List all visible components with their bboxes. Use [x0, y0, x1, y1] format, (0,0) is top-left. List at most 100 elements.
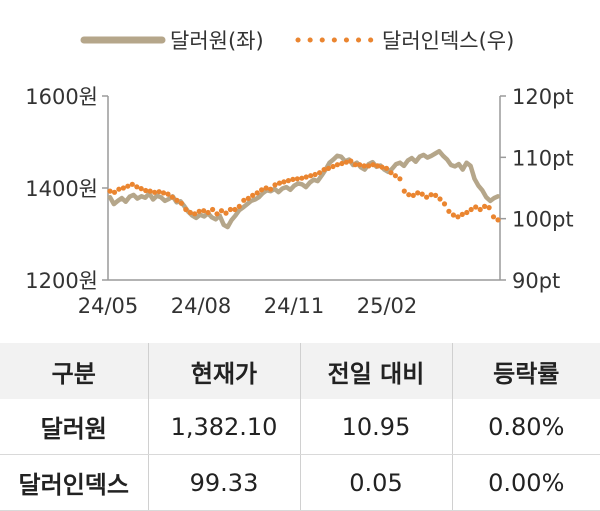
dxy-point	[419, 191, 425, 197]
dxy-point	[196, 208, 202, 214]
right-axis-tick-label: 90pt	[512, 269, 560, 293]
dxy-point	[268, 186, 274, 192]
dxy-point	[330, 163, 336, 170]
dxy-point	[392, 173, 398, 179]
dxy-point	[321, 167, 327, 173]
x-axis-tick-label: 24/05	[78, 294, 139, 318]
dxy-point	[218, 208, 225, 214]
legend: 달러원(좌) 달러인덱스(우)	[80, 29, 514, 53]
dxy-point	[259, 187, 265, 193]
dxy-point	[125, 183, 131, 189]
right-axis-tick-label: 110pt	[512, 146, 574, 170]
dxy-point	[169, 194, 175, 200]
dxy-point	[446, 208, 452, 214]
dxy-point	[183, 206, 189, 213]
dxy-point	[138, 186, 144, 192]
header-category: 구분	[0, 343, 148, 399]
dxy-point	[174, 197, 180, 203]
dxy-point	[299, 175, 305, 181]
dxy-point	[152, 189, 158, 195]
left-axis-tick-label: 1600원	[25, 85, 98, 109]
dxy-point	[441, 201, 448, 207]
dxy-point	[236, 203, 242, 209]
dxy-point	[433, 192, 439, 198]
dxy-point	[370, 162, 376, 168]
dxy-point	[227, 206, 233, 213]
dxy-point	[254, 190, 260, 196]
dxy-point	[468, 206, 474, 213]
dxy-point	[388, 170, 394, 176]
cell-current-price: 99.33	[147, 454, 300, 511]
dxy-point	[339, 160, 345, 167]
left-axis-tick-label: 1200원	[25, 269, 98, 293]
dxy-point	[366, 163, 372, 169]
cell-change-rate: 0.00%	[451, 454, 600, 511]
dxy-point	[263, 185, 269, 191]
dxy-point	[383, 165, 390, 171]
dxy-point	[272, 182, 278, 188]
header-prev-day-change: 전일 대비	[299, 343, 452, 399]
dxy-point	[201, 208, 207, 214]
right-axis-tick-label: 120pt	[512, 85, 574, 109]
dxy-point	[361, 163, 367, 169]
dxy-point	[317, 170, 323, 176]
legend-label-usdkrw: 달러원(좌)	[170, 29, 264, 53]
x-axis-tick-label: 24/11	[264, 294, 325, 318]
dxy-point	[205, 209, 211, 216]
dxy-point	[473, 204, 479, 210]
series-usdkrw-line	[107, 148, 501, 230]
dxy-point	[477, 206, 483, 213]
cell-prev-day-change: 10.95	[299, 399, 452, 455]
series-dxy	[107, 158, 501, 223]
dxy-point	[116, 186, 122, 192]
dxy-point	[455, 214, 461, 220]
dxy-point	[490, 214, 497, 220]
dxy-point	[450, 212, 456, 218]
dxy-point	[352, 162, 358, 168]
dxy-point	[379, 164, 385, 170]
dxy-point	[415, 190, 421, 196]
header-current-price: 현재가	[147, 343, 300, 399]
dxy-point	[276, 180, 283, 186]
dxy-point	[107, 188, 113, 194]
exchange-rate-chart: 달러원(좌) 달러인덱스(우) 1600원 1400원 1200원 120pt 110p…	[25, 29, 574, 318]
dxy-point	[495, 217, 501, 223]
dxy-point	[187, 209, 193, 216]
dxy-point	[245, 195, 251, 201]
dxy-point	[214, 211, 220, 217]
dxy-point	[459, 211, 465, 217]
dxy-point	[424, 194, 430, 200]
dxy-point	[156, 189, 162, 195]
dxy-point	[210, 206, 216, 213]
dxy-point	[482, 203, 488, 209]
dxy-point	[120, 185, 126, 191]
dxy-point	[308, 173, 314, 179]
dxy-point	[285, 178, 291, 184]
fx-summary-table: 구분 현재가 전일 대비 등락률 달러원 1,382.10 10.95 0.80…	[0, 343, 600, 511]
header-change-rate: 등락률	[451, 343, 600, 399]
dxy-point	[250, 192, 256, 198]
dxy-point	[111, 189, 118, 195]
dxy-point	[397, 176, 403, 182]
cell-current-price: 1,382.10	[147, 399, 300, 455]
cell-prev-day-change: 0.05	[299, 454, 452, 511]
table-header-row: 구분 현재가 전일 대비 등락률	[0, 343, 600, 399]
dxy-point	[437, 196, 443, 202]
dxy-point	[410, 192, 416, 198]
dxy-point	[343, 159, 349, 165]
dxy-point	[129, 181, 135, 187]
dxy-point	[281, 179, 287, 185]
dxy-point	[294, 176, 300, 182]
right-axis-tick-label: 100pt	[512, 208, 574, 232]
table-row: 달러인덱스 99.33 0.05 0.00%	[0, 454, 600, 511]
cell-change-rate: 0.80%	[451, 399, 600, 455]
dxy-point	[160, 190, 167, 196]
dxy-point	[401, 188, 407, 194]
dxy-point	[147, 188, 153, 194]
dxy-point	[312, 171, 318, 178]
x-axis-tick-label: 25/02	[357, 294, 418, 318]
dxy-point	[223, 210, 229, 216]
dxy-point	[428, 192, 434, 198]
dxy-point	[232, 206, 238, 213]
dxy-point	[303, 174, 309, 180]
